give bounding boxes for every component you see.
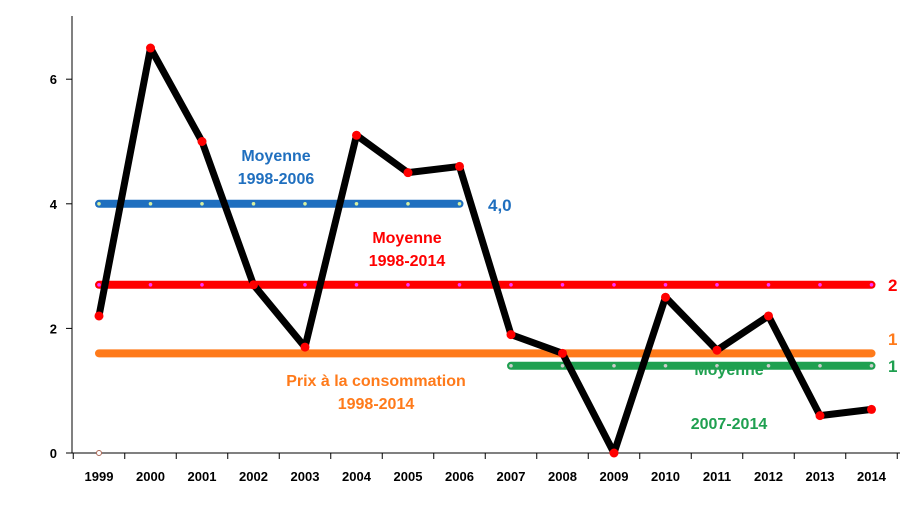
data-point	[867, 404, 876, 414]
reference-line-dot	[406, 282, 410, 287]
x-tick-label: 2003	[291, 469, 320, 484]
data-point	[352, 130, 361, 140]
reference-line-dot	[818, 282, 822, 287]
reference-line-label: 1998-2014	[338, 396, 415, 413]
reference-line-dot	[457, 202, 462, 206]
x-tick-label: 2006	[445, 469, 474, 484]
reference-line-dot	[715, 282, 719, 287]
reference-line-dot	[97, 282, 101, 287]
data-point	[197, 137, 207, 146]
reference-line-value: 1	[888, 357, 897, 376]
origin-marker	[96, 450, 102, 456]
x-tick-label: 2012	[754, 469, 783, 484]
data-point	[661, 292, 670, 302]
reference-line-dot	[766, 282, 771, 287]
reference-line-value: 2	[888, 276, 897, 295]
data-point	[506, 330, 516, 340]
data-point	[764, 311, 773, 321]
x-tick-label: 1999	[85, 469, 114, 484]
reference-line-dot	[818, 363, 822, 368]
reference-line-dot	[612, 282, 616, 287]
reference-line-dot	[560, 282, 565, 287]
reference-line-dot	[303, 202, 307, 206]
data-point	[300, 342, 310, 352]
reference-line-label: 2007-2014	[691, 416, 768, 433]
x-tick-label: 2007	[497, 469, 526, 484]
reference-line-dot	[251, 202, 256, 206]
series-layer	[94, 43, 876, 458]
x-tick-label: 2014	[857, 469, 887, 484]
reference-line-dot	[509, 282, 513, 287]
reference-line-value: 1	[888, 330, 897, 349]
x-tick-label: 2002	[239, 469, 268, 484]
x-tick-label: 2013	[806, 469, 835, 484]
y-tick-label: 2	[50, 321, 57, 336]
reference-line-label: Moyenne	[372, 230, 441, 247]
reference-line-dot	[766, 363, 771, 368]
x-tick-label: 2010	[651, 469, 680, 484]
reference-line-label: 1998-2006	[238, 171, 315, 188]
reference-line-dot	[354, 282, 359, 287]
reference-line-dot	[303, 282, 307, 287]
reference-line-label: Prix à la consommation	[286, 373, 466, 390]
reference-line-dot	[148, 282, 153, 287]
reference-line-label: Moyenne	[241, 148, 310, 165]
reference-line-label: 1998-2014	[369, 253, 446, 270]
reference-line-value: 4,0	[488, 196, 512, 215]
data-point	[712, 345, 722, 355]
data-point	[609, 448, 619, 458]
x-tick-label: 2008	[548, 469, 577, 484]
reference-line-dot	[354, 202, 359, 206]
series-line	[95, 44, 875, 457]
reference-line-dot	[406, 202, 410, 206]
reference-line-dot	[663, 282, 668, 287]
annotations: Moyenne 1998-2006 4,0 Moyenne 1998-2014 2 Prix…	[238, 148, 898, 433]
reference-line-dot	[663, 363, 668, 368]
reference-line-dot	[200, 282, 204, 287]
data-point	[815, 411, 825, 421]
data-point	[403, 168, 413, 178]
data-point	[558, 348, 567, 358]
y-tick-label: 4	[50, 197, 58, 212]
x-tick-label: 2001	[188, 469, 217, 484]
x-tick-label: 2004	[342, 469, 372, 484]
data-point	[455, 161, 464, 171]
y-tick-label: 0	[50, 446, 57, 461]
x-tick-label: 2005	[394, 469, 423, 484]
reference-line-label: Moyenne	[694, 362, 763, 379]
reference-line-dot	[612, 363, 616, 368]
reference-line-dot	[148, 202, 153, 206]
axes: 0 2 4 6 1999 2000 2001 2002 2003 2004 2005 2006 2007…	[50, 16, 900, 484]
data-point	[146, 43, 155, 53]
x-tick-label: 2011	[703, 469, 731, 484]
data-point	[249, 280, 258, 290]
reference-line-dot	[715, 363, 719, 368]
reference-line-dot	[509, 363, 513, 368]
reference-lines	[95, 199, 876, 370]
reference-line-dot	[97, 202, 101, 206]
x-tick-label: 2009	[600, 469, 629, 484]
reference-line-dot	[560, 363, 565, 368]
reference-line-dot	[869, 282, 874, 287]
reference-line-dot	[457, 282, 462, 287]
x-tick-label: 2000	[136, 469, 165, 484]
data-point	[94, 311, 104, 321]
y-tick-label: 6	[50, 72, 57, 87]
reference-line-dot	[200, 202, 204, 206]
reference-line-dot	[869, 363, 874, 368]
